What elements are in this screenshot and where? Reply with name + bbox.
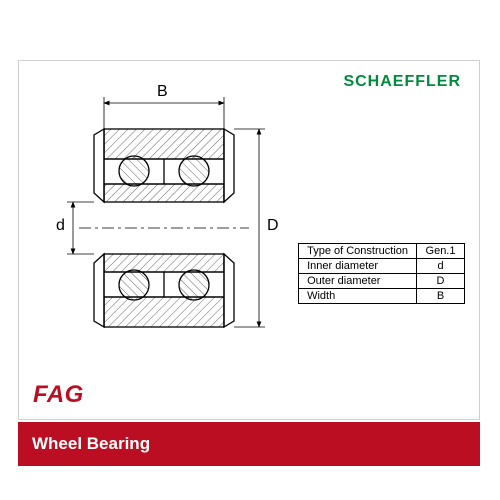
bearing-diagram: B d D [49, 89, 279, 359]
spec-value: d [417, 259, 465, 274]
spec-label: Inner diameter [299, 259, 417, 274]
table-row: Width B [299, 289, 465, 304]
table-row: Inner diameter d [299, 259, 465, 274]
spec-table: Type of Construction Gen.1 Inner diamete… [298, 243, 465, 304]
dim-label-D: D [267, 217, 279, 235]
brand-fag: FAG [33, 381, 84, 409]
dim-label-d: d [56, 217, 65, 235]
spec-label: Outer diameter [299, 274, 417, 289]
spec-value: B [417, 289, 465, 304]
product-title: Wheel Bearing [32, 434, 150, 454]
spec-label: Width [299, 289, 417, 304]
product-card: SCHAEFFLER FAG [18, 60, 480, 420]
spec-label: Type of Construction [299, 244, 417, 259]
spec-value: D [417, 274, 465, 289]
table-row: Outer diameter D [299, 274, 465, 289]
brand-schaeffler: SCHAEFFLER [343, 73, 461, 91]
spec-value: Gen.1 [417, 244, 465, 259]
title-bar: Wheel Bearing [18, 422, 480, 466]
table-row: Type of Construction Gen.1 [299, 244, 465, 259]
dim-label-B: B [157, 83, 168, 101]
